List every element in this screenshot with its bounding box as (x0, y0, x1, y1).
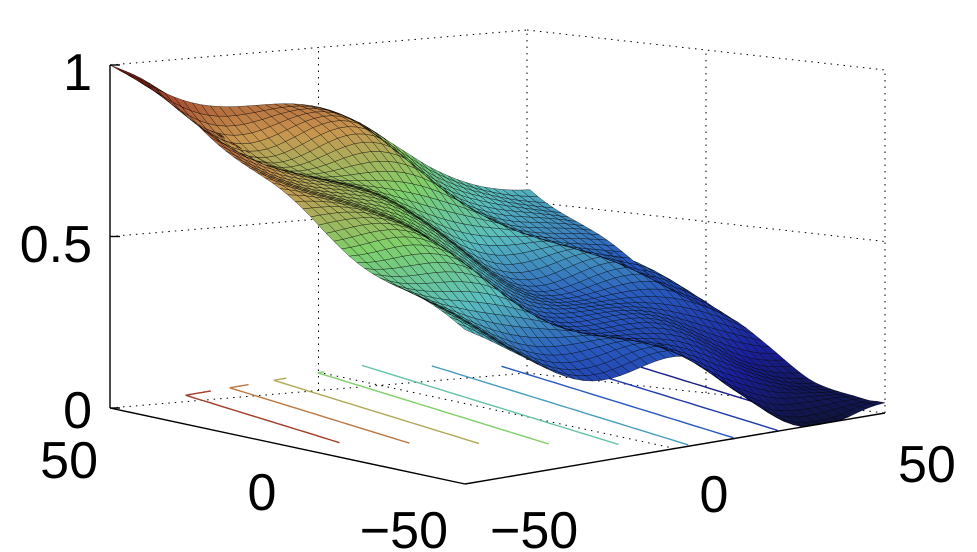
z-tick-label-0.5: 0.5 (20, 216, 92, 274)
grid-left-wall-z-2 (109, 29, 528, 66)
x-tick-label-0: 0 (700, 466, 729, 524)
contour-level-4 (361, 364, 619, 446)
z-tick-label-1: 1 (63, 44, 92, 102)
contour-level-3 (431, 365, 689, 446)
surface-cell-0-45 (109, 64, 127, 75)
x-tick-label-50: 50 (898, 436, 956, 494)
contour-level-7 (229, 383, 410, 444)
contour-level-6 (273, 377, 480, 445)
y-tick-label-50: 50 (40, 432, 98, 490)
x-tick-label-minus50: −50 (490, 502, 578, 552)
axes (109, 64, 886, 485)
contour-level-5 (317, 371, 550, 445)
grid-right-wall-z-2 (526, 29, 886, 71)
z-tick-label-0: 0 (63, 382, 92, 440)
y-tick-label-0: 0 (248, 464, 277, 522)
y-axis-line (109, 407, 466, 485)
surface-mesh (109, 64, 886, 428)
grid-right-wall-z-1 (526, 201, 886, 242)
x-axis-line (464, 412, 886, 485)
contour-level-2 (501, 365, 736, 440)
contour-level-8 (185, 390, 340, 444)
y-tick-label-minus50: −50 (360, 502, 448, 552)
